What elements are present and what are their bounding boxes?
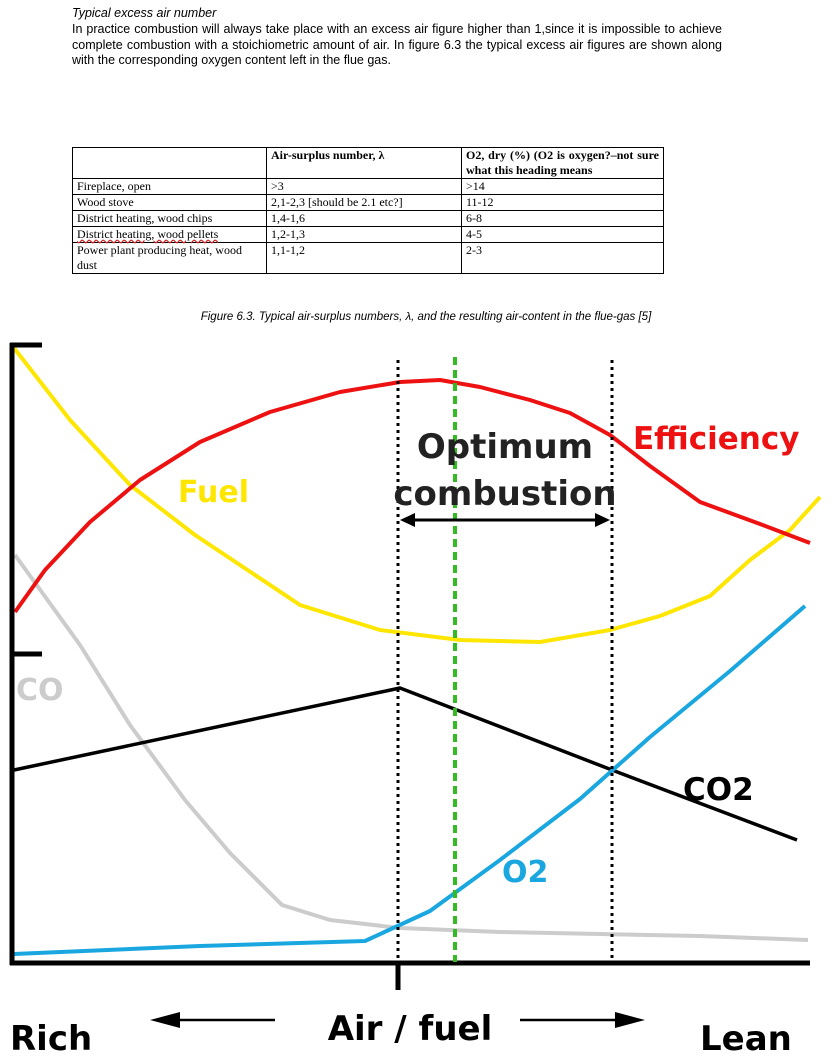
- arrowhead-right-icon: [615, 1012, 645, 1028]
- table-cell: 2,1-2,3 [should be 2.1 etc?]: [266, 194, 462, 211]
- fuel-curve: [12, 346, 822, 644]
- table-header-row: Air-surplus number, λ O2, dry (%) (O2 is…: [72, 147, 664, 179]
- table-cell: >14: [461, 178, 664, 195]
- table-cell: 2-3: [461, 242, 664, 274]
- table-cell-text: District heating, wood pellets: [77, 227, 219, 241]
- co-curve: [13, 553, 809, 942]
- table-header-cell: [72, 147, 267, 179]
- table-row: Fireplace, open >3 >14: [72, 178, 664, 195]
- table-cell: 1,1-1,2: [266, 242, 462, 274]
- table-cell: Power plant producing heat, wood dust: [72, 242, 267, 274]
- table-row: Wood stove 2,1-2,3 [should be 2.1 etc?] …: [72, 194, 664, 211]
- table-cell: >3: [266, 178, 462, 195]
- co-label: CO: [16, 673, 64, 708]
- table-cell: Wood stove: [72, 194, 267, 211]
- o2-curve: [13, 604, 807, 956]
- table-cell: 11-12: [461, 194, 664, 211]
- table-row: Power plant producing heat, wood dust 1,…: [72, 242, 664, 274]
- section-heading: Typical excess air number: [72, 6, 217, 20]
- o2-label: O2: [502, 855, 548, 890]
- arrowhead-left-icon: [150, 1012, 180, 1028]
- table-cell: 1,4-1,6: [266, 210, 462, 227]
- efficiency-curve: [13, 378, 811, 614]
- fuel-label: Fuel: [178, 475, 249, 510]
- lean-label: Lean: [700, 1019, 792, 1059]
- combustion-diagram: Fuel Efficiency CO CO2 O2 Optimum combus…: [9, 342, 822, 1059]
- co2-label: CO2: [683, 772, 754, 808]
- air-fuel-label: Air / fuel: [328, 1009, 493, 1049]
- body-paragraph: In practice combustion will always take …: [72, 22, 722, 67]
- table-row: District heating, wood chips 1,4-1,6 6-8: [72, 210, 664, 227]
- co2-curve: [13, 686, 798, 842]
- table-cell: Fireplace, open: [72, 178, 267, 195]
- rich-label: Rich: [10, 1019, 92, 1059]
- figure-caption: Figure 6.3. Typical air-surplus numbers,…: [200, 311, 652, 323]
- table-cell: 4-5: [461, 226, 664, 243]
- arrowhead-right-icon: [595, 513, 610, 527]
- table-cell: District heating, wood pellets: [72, 226, 267, 243]
- table-cell: 6-8: [461, 210, 664, 227]
- table-cell: District heating, wood chips: [72, 210, 267, 227]
- table-row: District heating, wood pellets 1,2-1,3 4…: [72, 226, 664, 243]
- arrowhead-left-icon: [400, 513, 415, 527]
- optimum-label-line2: combustion: [393, 474, 616, 514]
- excess-air-table: Air-surplus number, λ O2, dry (%) (O2 is…: [72, 147, 664, 274]
- table-header-cell: Air-surplus number, λ: [266, 147, 462, 179]
- optimum-label-line1: Optimum: [417, 427, 593, 467]
- table-header-cell: O2, dry (%) (O2 is oxygen?–not sure what…: [461, 147, 664, 179]
- table-cell: 1,2-1,3: [266, 226, 462, 243]
- efficiency-label: Efficiency: [633, 421, 799, 457]
